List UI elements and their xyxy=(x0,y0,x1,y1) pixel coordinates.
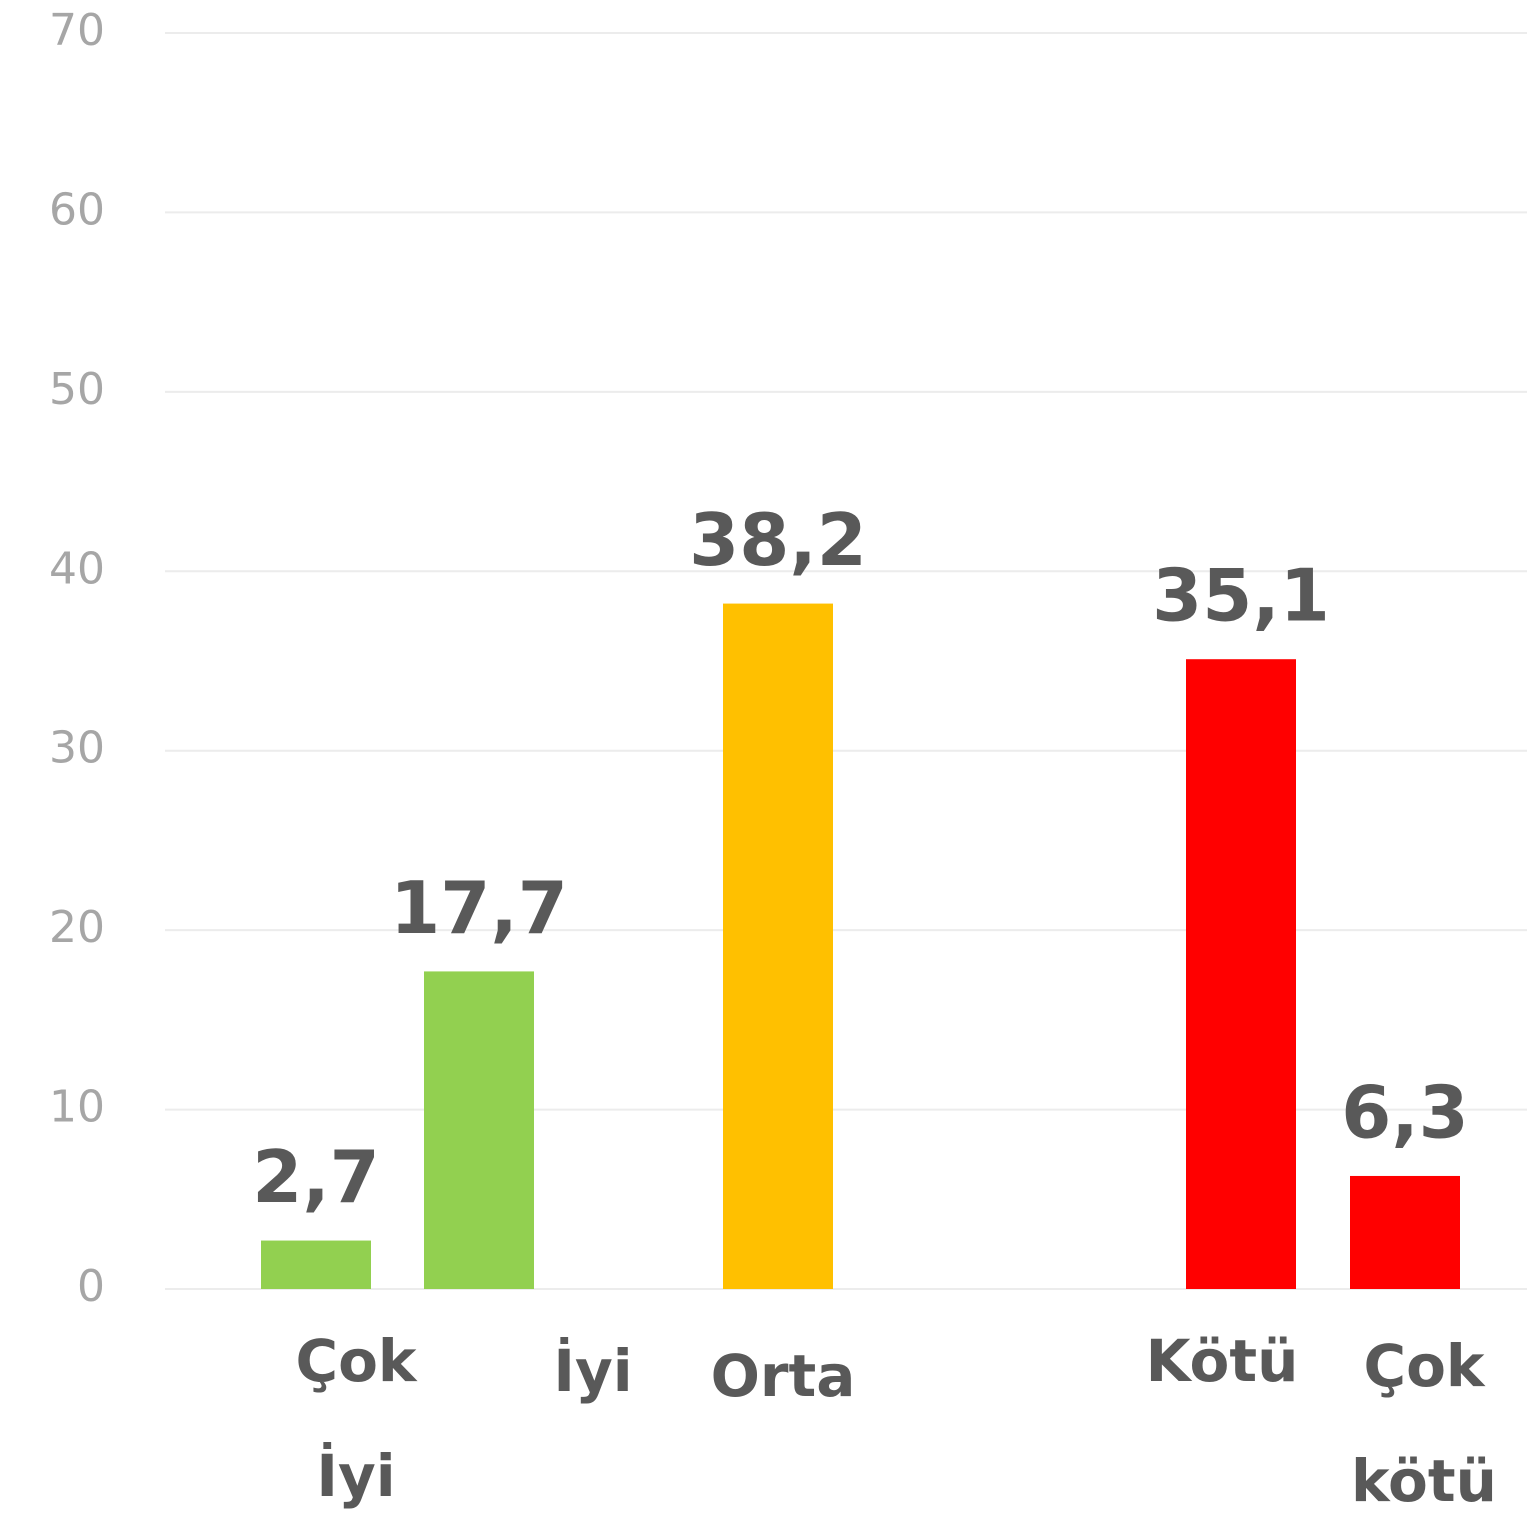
bar xyxy=(424,971,534,1289)
data-label: 38,2 xyxy=(689,498,867,582)
y-tick-label: 60 xyxy=(49,184,105,235)
bar xyxy=(1186,659,1296,1289)
bar xyxy=(723,603,833,1289)
bar xyxy=(261,1240,371,1289)
y-tick-label: 70 xyxy=(49,5,105,56)
x-tick-label: Çok İyi xyxy=(296,1327,418,1510)
y-tick-label: 30 xyxy=(49,723,105,774)
x-tick-label: Kötü xyxy=(1146,1327,1299,1395)
x-tick-label: Orta xyxy=(711,1342,856,1410)
y-tick-label: 20 xyxy=(49,902,105,953)
data-label: 35,1 xyxy=(1152,554,1330,638)
y-tick-label: 40 xyxy=(49,543,105,594)
y-tick-label: 0 xyxy=(77,1261,105,1312)
bar xyxy=(1350,1175,1460,1289)
data-label: 2,7 xyxy=(252,1135,380,1219)
x-tick-label: İyi xyxy=(553,1336,632,1405)
data-label: 6,3 xyxy=(1341,1070,1469,1154)
data-label: 17,7 xyxy=(390,866,568,950)
x-tick-label: Çok kötü xyxy=(1351,1332,1497,1515)
y-tick-label: 10 xyxy=(49,1082,105,1133)
y-tick-label: 50 xyxy=(49,364,105,415)
